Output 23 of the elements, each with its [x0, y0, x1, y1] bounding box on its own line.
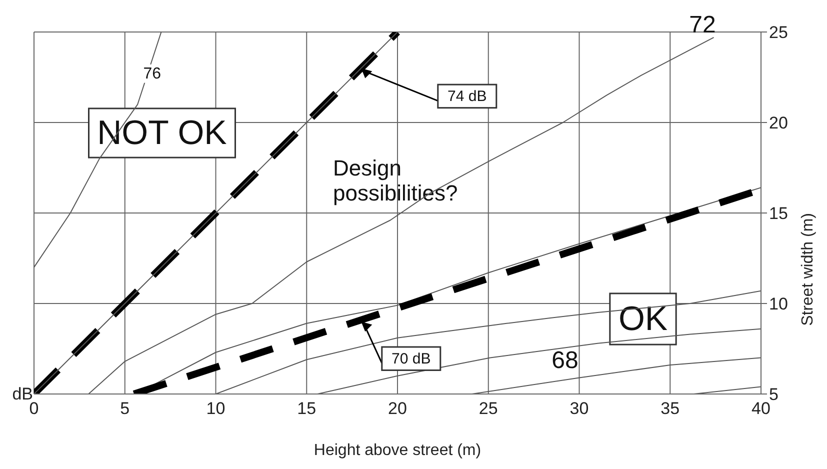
x-tick-label: 10 [206, 399, 226, 418]
x-tick-label: 20 [388, 399, 407, 418]
y-tick-label: 10 [769, 294, 788, 314]
line-series [88, 36, 714, 394]
x-tick-label: 25 [478, 399, 498, 418]
annotation: 70 dB [392, 350, 431, 368]
y-tick-label: 5 [769, 385, 778, 404]
annotation: 68 [552, 346, 578, 374]
x-axis-title: Height above street (m) [314, 442, 482, 459]
x-tick-label: 15 [297, 399, 316, 418]
x-tick-label: 40 [752, 399, 770, 418]
annotation: 76 [143, 65, 162, 82]
annotation: OK [618, 300, 668, 338]
y-tick-label: 20 [769, 114, 788, 133]
annotation: 74 dB [448, 88, 487, 105]
y-tick-label: 25 [769, 23, 788, 42]
x-tick-label: 30 [570, 399, 589, 418]
x-tick-label: 35 [660, 399, 680, 418]
annotation: 72 [689, 10, 716, 38]
x-tick-label: 5 [120, 399, 130, 418]
y-axis-title: Street width (m) [800, 213, 817, 326]
line-series [215, 290, 761, 394]
y-tick-label: 15 [769, 204, 788, 224]
